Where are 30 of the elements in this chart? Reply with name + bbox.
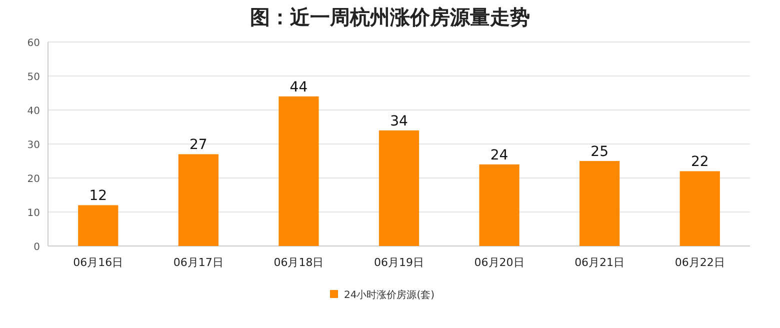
bar [378, 130, 420, 246]
legend-label: 24小时涨价房源(套) [344, 289, 435, 301]
x-tick-label: 06月17日 [173, 256, 224, 269]
x-tick-label: 06月21日 [574, 256, 625, 269]
data-label: 34 [390, 113, 408, 130]
bar [178, 154, 218, 246]
chart-title: 图：近一周杭州涨价房源量走势 [250, 5, 530, 29]
data-label: 27 [190, 137, 208, 154]
x-tick-label: 06月16日 [73, 256, 124, 269]
data-label: 44 [290, 79, 308, 96]
bar [580, 161, 620, 246]
y-tick-label: 20 [27, 174, 40, 185]
data-label: 24 [490, 147, 508, 164]
bar [680, 171, 720, 246]
y-tick-label: 60 [27, 38, 40, 49]
y-tick-label: 30 [27, 140, 40, 151]
x-tick-label: 06月18日 [274, 256, 324, 269]
data-label: 12 [89, 188, 108, 204]
y-tick-label: 10 [27, 208, 40, 219]
bar [479, 164, 520, 246]
bar [278, 96, 319, 246]
y-tick-label: 50 [27, 72, 40, 83]
y-tick-label: 40 [27, 106, 40, 117]
data-label: 22 [690, 154, 709, 170]
x-tick-label: 06月22日 [674, 256, 725, 269]
x-tick-label: 06月19日 [374, 256, 424, 269]
bar [78, 205, 118, 246]
x-tick-label: 06月20日 [474, 256, 524, 269]
data-label: 25 [590, 144, 608, 160]
y-tick-label: 0 [34, 242, 40, 253]
